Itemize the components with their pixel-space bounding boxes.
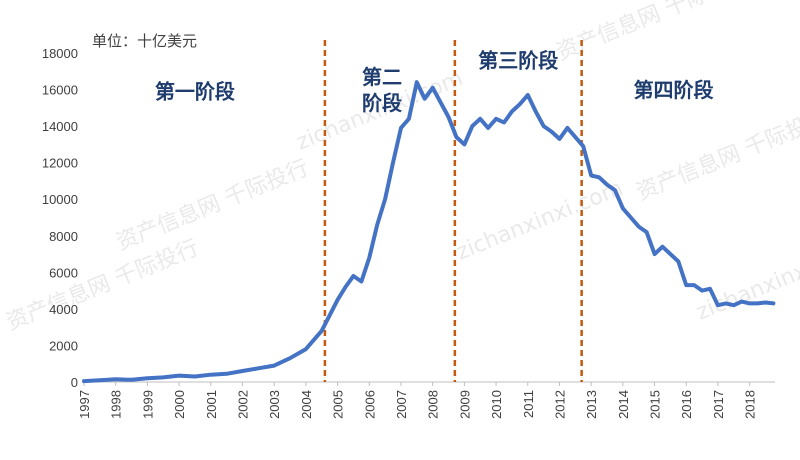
series-line <box>82 80 776 384</box>
y-tick-label: 18000 <box>42 46 78 61</box>
x-tick-label: 2014 <box>616 390 631 419</box>
x-tick-label: 2011 <box>521 390 536 418</box>
x-tick-label: 2013 <box>584 390 599 419</box>
x-tick-label: 2006 <box>362 390 377 419</box>
y-tick-label: 4000 <box>49 302 78 317</box>
stage-label: 第一阶段 <box>155 80 235 104</box>
stage-label-line: 第三阶段 <box>478 49 558 73</box>
y-tick-label: 10000 <box>42 192 78 207</box>
y-tick-label: 0 <box>71 375 78 390</box>
x-tick-label: 2002 <box>235 390 250 419</box>
stage-label: 第二阶段 <box>362 65 402 115</box>
watermark-text: 资产信息网 千际投行 <box>113 156 312 256</box>
y-tick-label: 12000 <box>42 156 78 171</box>
watermark-text: 资产信息网 千际投行 <box>3 236 202 336</box>
stage-label: 第四阶段 <box>634 78 714 102</box>
x-tick-label: 2012 <box>552 390 567 419</box>
x-tick-label: 2004 <box>299 390 314 419</box>
stage-label-line: 第一阶段 <box>155 80 235 104</box>
x-tick-label: 2008 <box>426 390 441 419</box>
x-tick-label: 1998 <box>109 390 124 419</box>
x-tick-label: 2007 <box>394 390 409 419</box>
x-tick-label: 2016 <box>679 390 694 419</box>
watermark-text: zichanxinxi.com <box>693 236 800 326</box>
y-tick-label: 6000 <box>49 265 78 280</box>
x-tick-label: 1997 <box>77 390 92 419</box>
watermark-text: 资产信息网 千际投行 <box>633 106 800 206</box>
y-tick-label: 8000 <box>49 229 78 244</box>
x-tick-label: 2009 <box>457 390 472 419</box>
watermark-text: zichanxinxi.com <box>453 176 627 266</box>
y-tick-label: 14000 <box>42 119 78 134</box>
unit-label: 单位：十亿美元 <box>92 32 198 50</box>
x-tick-label: 2000 <box>172 390 187 419</box>
x-tick-label: 2015 <box>648 390 663 419</box>
x-axis-ticks: 1997 1998 1999 2000 2001 2002 2003 2004 2005 2006… <box>77 382 758 419</box>
y-tick-label: 2000 <box>49 338 78 353</box>
x-tick-label: 2017 <box>711 390 726 419</box>
stage-label-line: 阶段 <box>362 91 402 115</box>
stage-label-line: 第四阶段 <box>634 78 714 102</box>
x-tick-label: 2001 <box>204 390 219 419</box>
y-axis-ticks: 0 2000 4000 6000 8000 10000 12000 14000 16000 180… <box>42 46 78 390</box>
x-tick-label: 1999 <box>140 390 155 419</box>
x-tick-label: 2005 <box>331 390 346 419</box>
x-tick-label: 2003 <box>267 390 282 419</box>
x-tick-label: 2010 <box>489 390 504 419</box>
stage-label: 第三阶段 <box>478 49 558 73</box>
x-tick-label: 2018 <box>743 390 758 419</box>
stage-label-line: 第二 <box>362 65 402 89</box>
y-tick-label: 16000 <box>42 83 78 98</box>
